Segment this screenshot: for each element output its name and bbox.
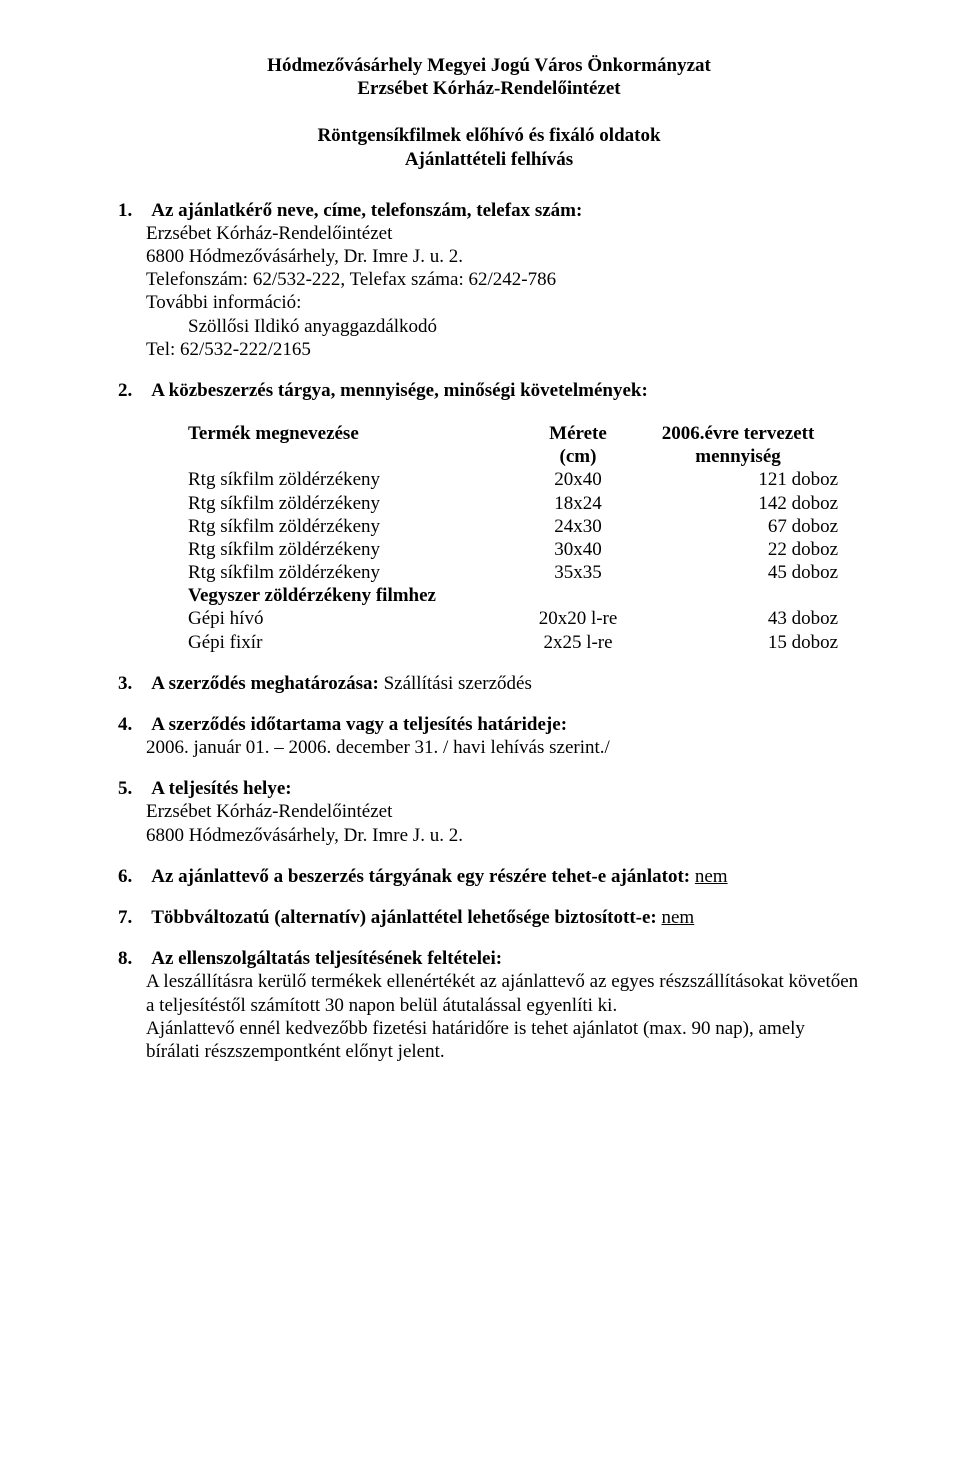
product-row: Rtg síkfilm zöldérzékeny 35x35 45 doboz	[188, 561, 860, 584]
section-3: 3. A szerződés meghatározása: Szállítási…	[118, 672, 860, 695]
product-row: Rtg síkfilm zöldérzékeny 30x40 22 doboz	[188, 538, 860, 561]
product-subheader: Vegyszer zöldérzékeny filmhez	[188, 584, 860, 607]
section-7-answer: nem	[662, 907, 695, 928]
product-size: 24x30	[518, 515, 638, 538]
section-5-line-1: Erzsébet Kórház-Rendelőintézet	[118, 800, 860, 823]
section-8-p2: Ajánlattevő ennél kedvezőbb fizetési hat…	[118, 1017, 860, 1063]
section-3-title: A szerződés meghatározása:	[151, 673, 383, 694]
subtitle-line-1: Röntgensíkfilmek előhívó és fixáló oldat…	[118, 124, 860, 147]
section-3-heading: 3. A szerződés meghatározása: Szállítási…	[118, 672, 860, 695]
product-name: Rtg síkfilm zöldérzékeny	[188, 492, 518, 515]
th-qty-1: 2006.évre tervezett	[638, 422, 838, 445]
th-size-1: Mérete	[518, 422, 638, 445]
section-1-line-1: Erzsébet Kórház-Rendelőintézet	[118, 222, 860, 245]
section-7: 7. Többváltozatú (alternatív) ajánlattét…	[118, 906, 860, 929]
section-1: 1. Az ajánlatkérő neve, címe, telefonszá…	[118, 199, 860, 361]
header-line-1: Hódmezővásárhely Megyei Jogú Város Önkor…	[118, 54, 860, 77]
section-1-heading: 1. Az ajánlatkérő neve, címe, telefonszá…	[118, 199, 860, 222]
th-size-2: (cm)	[518, 445, 638, 468]
header-line-2: Erzsébet Kórház-Rendelőintézet	[118, 77, 860, 100]
document-page: Hódmezővásárhely Megyei Jogú Város Önkor…	[0, 0, 960, 1465]
section-7-heading: 7. Többváltozatú (alternatív) ajánlattét…	[118, 906, 860, 929]
section-5-heading: 5. A teljesítés helye:	[118, 777, 860, 800]
product-qty: 67 doboz	[638, 515, 838, 538]
chem-label: Vegyszer zöldérzékeny filmhez	[188, 584, 518, 607]
section-5-line-2: 6800 Hódmezővásárhely, Dr. Imre J. u. 2.	[118, 824, 860, 847]
section-8-number: 8.	[118, 948, 132, 969]
product-name: Rtg síkfilm zöldérzékeny	[188, 538, 518, 561]
section-2-heading: 2. A közbeszerzés tárgya, mennyisége, mi…	[118, 379, 860, 402]
section-3-number: 3.	[118, 673, 132, 694]
product-qty: 142 doboz	[638, 492, 838, 515]
section-4-line-1: 2006. január 01. – 2006. december 31. / …	[118, 736, 860, 759]
section-1-line-3: Telefonszám: 62/532-222, Telefax száma: …	[118, 268, 860, 291]
subtitle-line-2: Ajánlattételi felhívás	[118, 148, 860, 171]
section-3-value: Szállítási szerződés	[384, 673, 532, 694]
section-1-number: 1.	[118, 200, 132, 221]
product-row: Rtg síkfilm zöldérzékeny 24x30 67 doboz	[188, 515, 860, 538]
section-5: 5. A teljesítés helye: Erzsébet Kórház-R…	[118, 777, 860, 847]
product-size: 2x25 l-re	[518, 631, 638, 654]
section-4-number: 4.	[118, 714, 132, 735]
product-size: 20x20 l-re	[518, 607, 638, 630]
section-4-heading: 4. A szerződés időtartama vagy a teljesí…	[118, 713, 860, 736]
section-4-title: A szerződés időtartama vagy a teljesítés…	[151, 714, 567, 735]
section-6: 6. Az ajánlattevő a beszerzés tárgyának …	[118, 865, 860, 888]
product-name: Rtg síkfilm zöldérzékeny	[188, 515, 518, 538]
product-size: 30x40	[518, 538, 638, 561]
section-6-answer: nem	[695, 866, 728, 887]
product-qty: 22 doboz	[638, 538, 838, 561]
section-8: 8. Az ellenszolgáltatás teljesítésének f…	[118, 947, 860, 1063]
product-size: 35x35	[518, 561, 638, 584]
product-qty: 45 doboz	[638, 561, 838, 584]
product-qty: 15 doboz	[638, 631, 838, 654]
section-6-number: 6.	[118, 866, 132, 887]
product-row: Rtg síkfilm zöldérzékeny 18x24 142 doboz	[188, 492, 860, 515]
product-qty: 43 doboz	[638, 607, 838, 630]
section-1-line-2: 6800 Hódmezővásárhely, Dr. Imre J. u. 2.	[118, 245, 860, 268]
section-8-title: Az ellenszolgáltatás teljesítésének felt…	[151, 948, 502, 969]
product-row: Gépi fixír 2x25 l-re 15 doboz	[188, 631, 860, 654]
th-qty-2: mennyiség	[638, 445, 838, 468]
product-name: Gépi hívó	[188, 607, 518, 630]
section-6-heading: 6. Az ajánlattevő a beszerzés tárgyának …	[118, 865, 860, 888]
document-subtitle: Röntgensíkfilmek előhívó és fixáló oldat…	[118, 124, 860, 170]
section-2-title: A közbeszerzés tárgya, mennyisége, minős…	[151, 380, 648, 401]
section-5-number: 5.	[118, 778, 132, 799]
product-name: Rtg síkfilm zöldérzékeny	[188, 561, 518, 584]
product-name: Gépi fixír	[188, 631, 518, 654]
section-1-line-6: Tel: 62/532-222/2165	[118, 338, 860, 361]
section-8-heading: 8. Az ellenszolgáltatás teljesítésének f…	[118, 947, 860, 970]
section-2: 2. A közbeszerzés tárgya, mennyisége, mi…	[118, 379, 860, 654]
product-table-header-row-1: Termék megnevezése Mérete 2006.évre terv…	[188, 422, 860, 445]
product-table-header-row-2: (cm) mennyiség	[188, 445, 860, 468]
product-row: Rtg síkfilm zöldérzékeny 20x40 121 doboz	[188, 468, 860, 491]
section-6-title: Az ajánlattevő a beszerzés tárgyának egy…	[151, 866, 695, 887]
section-1-title: Az ajánlatkérő neve, címe, telefonszám, …	[151, 200, 582, 221]
product-qty: 121 doboz	[638, 468, 838, 491]
product-row: Gépi hívó 20x20 l-re 43 doboz	[188, 607, 860, 630]
th-name: Termék megnevezése	[188, 422, 518, 445]
section-4: 4. A szerződés időtartama vagy a teljesí…	[118, 713, 860, 759]
section-1-line-4: További információ:	[118, 291, 860, 314]
product-size: 20x40	[518, 468, 638, 491]
section-1-line-5: Szöllősi Ildikó anyaggazdálkodó	[118, 315, 860, 338]
section-7-title: Többváltozatú (alternatív) ajánlattétel …	[151, 907, 661, 928]
section-5-title: A teljesítés helye:	[151, 778, 291, 799]
document-header: Hódmezővásárhely Megyei Jogú Város Önkor…	[118, 54, 860, 100]
product-table: Termék megnevezése Mérete 2006.évre terv…	[188, 422, 860, 654]
section-8-p1: A leszállításra kerülő termékek ellenért…	[118, 970, 860, 1016]
section-2-number: 2.	[118, 380, 132, 401]
product-name: Rtg síkfilm zöldérzékeny	[188, 468, 518, 491]
product-size: 18x24	[518, 492, 638, 515]
section-7-number: 7.	[118, 907, 132, 928]
